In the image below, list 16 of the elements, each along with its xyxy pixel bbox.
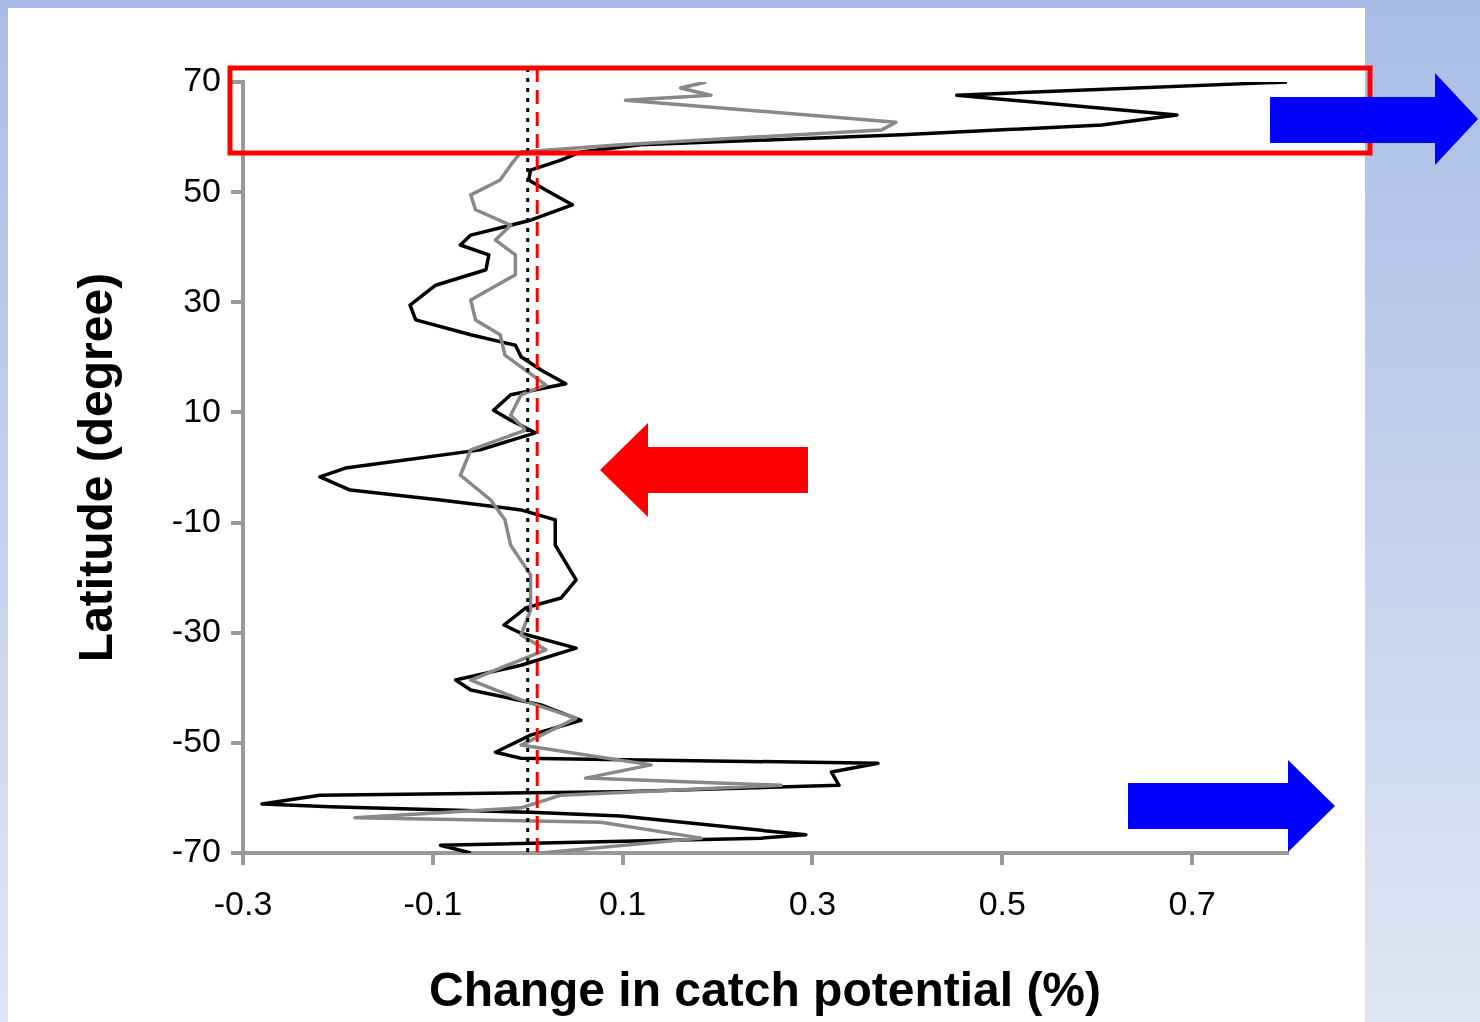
y-tick-label: -10 (171, 500, 221, 539)
x-tick-label: 0.5 (978, 883, 1026, 922)
x-tick-label: -0.1 (403, 883, 463, 922)
x-tick-label: 0.1 (599, 883, 647, 922)
y-tick-label: -30 (171, 611, 221, 650)
y-tick-label: 30 (183, 280, 221, 319)
y-axis-title: Latitude (degree) (69, 272, 123, 663)
y-tick-label: 50 (183, 170, 221, 209)
x-tick-label: 0.7 (1168, 883, 1216, 922)
x-tick-label: 0.3 (788, 883, 837, 922)
y-tick-label: -50 (171, 721, 221, 760)
x-axis-title: Change in catch potential (%) (428, 963, 1102, 1017)
y-tick-label: -70 (171, 831, 221, 870)
y-tick-label: 70 (183, 60, 221, 99)
y-tick-label: 10 (183, 390, 221, 429)
x-tick-label: -0.3 (213, 883, 273, 922)
